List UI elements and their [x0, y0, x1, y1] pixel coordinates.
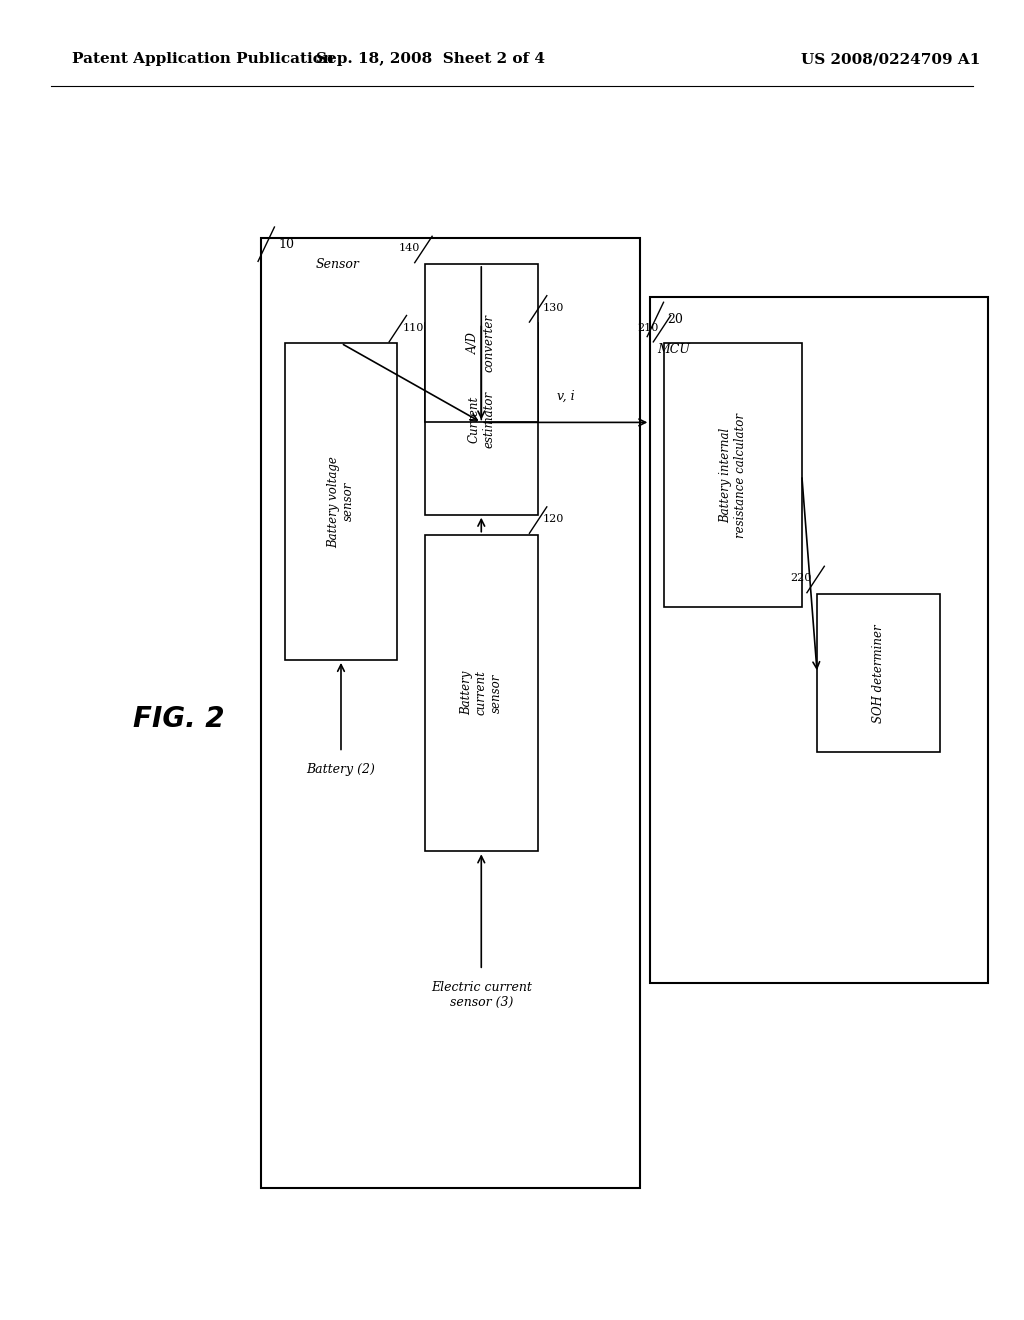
Text: 220: 220	[791, 573, 812, 583]
Text: Patent Application Publication: Patent Application Publication	[72, 53, 334, 66]
Bar	[817, 594, 940, 752]
Text: A/D
converter: A/D converter	[467, 314, 496, 372]
Bar	[425, 323, 538, 515]
Bar	[425, 535, 538, 851]
Text: FIG. 2: FIG. 2	[133, 705, 225, 734]
Text: 10: 10	[279, 238, 295, 251]
Text: Battery voltage
sensor: Battery voltage sensor	[327, 455, 355, 548]
Text: MCU: MCU	[657, 343, 690, 356]
Bar	[664, 343, 802, 607]
Bar	[425, 264, 538, 422]
Text: Electric current
sensor (3): Electric current sensor (3)	[431, 981, 531, 1008]
Bar	[650, 297, 988, 983]
Bar	[261, 238, 640, 1188]
Text: Battery
current
sensor: Battery current sensor	[460, 671, 503, 715]
Text: 140: 140	[398, 243, 420, 253]
Text: 120: 120	[543, 513, 564, 524]
Bar	[285, 343, 397, 660]
Text: v, i: v, i	[557, 389, 574, 403]
Text: Current
estimator: Current estimator	[467, 391, 496, 447]
Text: 110: 110	[402, 322, 424, 333]
Text: Sensor: Sensor	[316, 257, 359, 271]
Text: 130: 130	[543, 302, 564, 313]
Text: Battery internal
resistance calculator: Battery internal resistance calculator	[719, 413, 746, 537]
Text: SOH determiner: SOH determiner	[872, 624, 885, 722]
Text: Sep. 18, 2008  Sheet 2 of 4: Sep. 18, 2008 Sheet 2 of 4	[315, 53, 545, 66]
Text: US 2008/0224709 A1: US 2008/0224709 A1	[801, 53, 981, 66]
Text: 210: 210	[637, 322, 658, 333]
Text: 20: 20	[668, 313, 684, 326]
Text: Battery (2): Battery (2)	[306, 763, 376, 776]
